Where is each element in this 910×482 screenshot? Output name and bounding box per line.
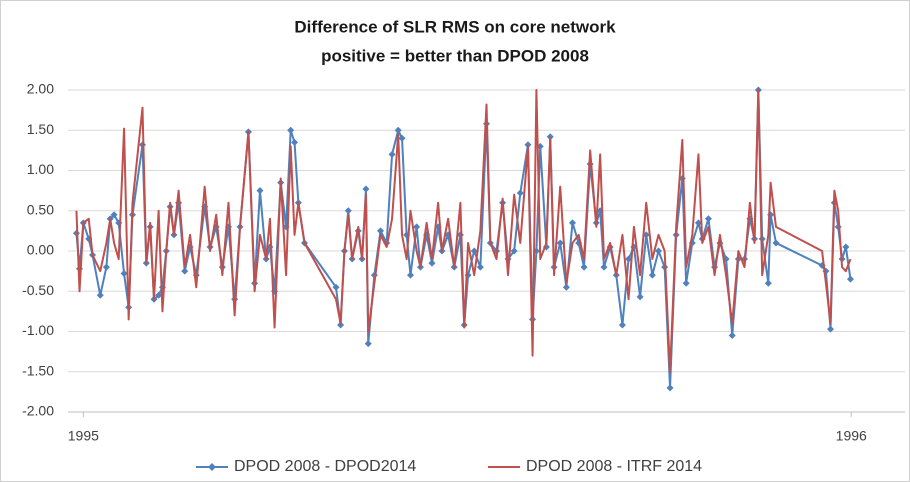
- point-marker: [618, 321, 626, 329]
- point-marker: [625, 255, 633, 263]
- point-marker: [562, 283, 570, 291]
- point-marker: [655, 247, 663, 255]
- point-marker: [764, 279, 772, 287]
- point-marker: [413, 223, 421, 231]
- y-tick-label: 0.50: [27, 201, 54, 217]
- series-line: [75, 89, 852, 373]
- point-marker: [102, 263, 110, 271]
- point-marker: [394, 126, 402, 134]
- legend-marker: [208, 463, 216, 471]
- point-marker: [580, 263, 588, 271]
- point-marker: [344, 207, 352, 215]
- point-marker: [377, 227, 385, 235]
- point-marker: [388, 150, 396, 158]
- point-marker: [569, 219, 577, 227]
- point-marker: [291, 138, 299, 146]
- point-marker: [546, 133, 554, 141]
- chart-subtitle: positive = better than DPOD 2008: [321, 46, 589, 65]
- point-marker: [600, 263, 608, 271]
- point-marker: [636, 293, 644, 301]
- point-marker: [287, 126, 295, 134]
- point-marker: [842, 243, 850, 251]
- point-marker: [704, 215, 712, 223]
- point-marker: [476, 263, 484, 271]
- point-marker: [772, 239, 780, 247]
- point-marker: [362, 185, 370, 193]
- chart-title: Difference of SLR RMS on core network: [294, 17, 616, 36]
- point-marker: [337, 321, 345, 329]
- point-marker: [694, 219, 702, 227]
- point-marker: [827, 325, 835, 333]
- y-tick-label: -1.00: [22, 322, 54, 338]
- y-tick-label: 1.00: [27, 161, 54, 177]
- point-marker: [364, 340, 372, 348]
- y-tick-label: -0.50: [22, 282, 54, 298]
- point-marker: [516, 189, 524, 197]
- point-marker: [470, 247, 478, 255]
- point-marker: [406, 271, 414, 279]
- y-tick-label: 2.00: [27, 81, 54, 97]
- y-tick-label: -1.50: [22, 362, 54, 378]
- point-marker: [428, 259, 436, 267]
- point-marker: [398, 134, 406, 142]
- point-marker: [648, 271, 656, 279]
- point-marker: [728, 332, 736, 340]
- y-tick-label: 0.00: [27, 242, 54, 258]
- y-tick-label: -2.00: [22, 403, 54, 419]
- point-marker: [556, 239, 564, 247]
- x-tick-label: 1996: [836, 428, 867, 444]
- point-marker: [666, 384, 674, 392]
- point-marker: [846, 275, 854, 283]
- point-marker: [256, 187, 264, 195]
- point-marker: [510, 247, 518, 255]
- point-marker: [682, 279, 690, 287]
- point-marker: [96, 291, 104, 299]
- point-marker: [181, 267, 189, 275]
- point-marker: [110, 211, 118, 219]
- x-tick-label: 1995: [68, 428, 99, 444]
- legend-label: DPOD 2008 - DPOD2014: [234, 458, 416, 475]
- y-tick-label: 1.50: [27, 121, 54, 137]
- point-marker: [332, 283, 340, 291]
- legend-label: DPOD 2008 - ITRF 2014: [526, 458, 702, 475]
- point-marker: [524, 141, 532, 149]
- point-marker: [120, 270, 128, 278]
- point-marker: [155, 291, 163, 299]
